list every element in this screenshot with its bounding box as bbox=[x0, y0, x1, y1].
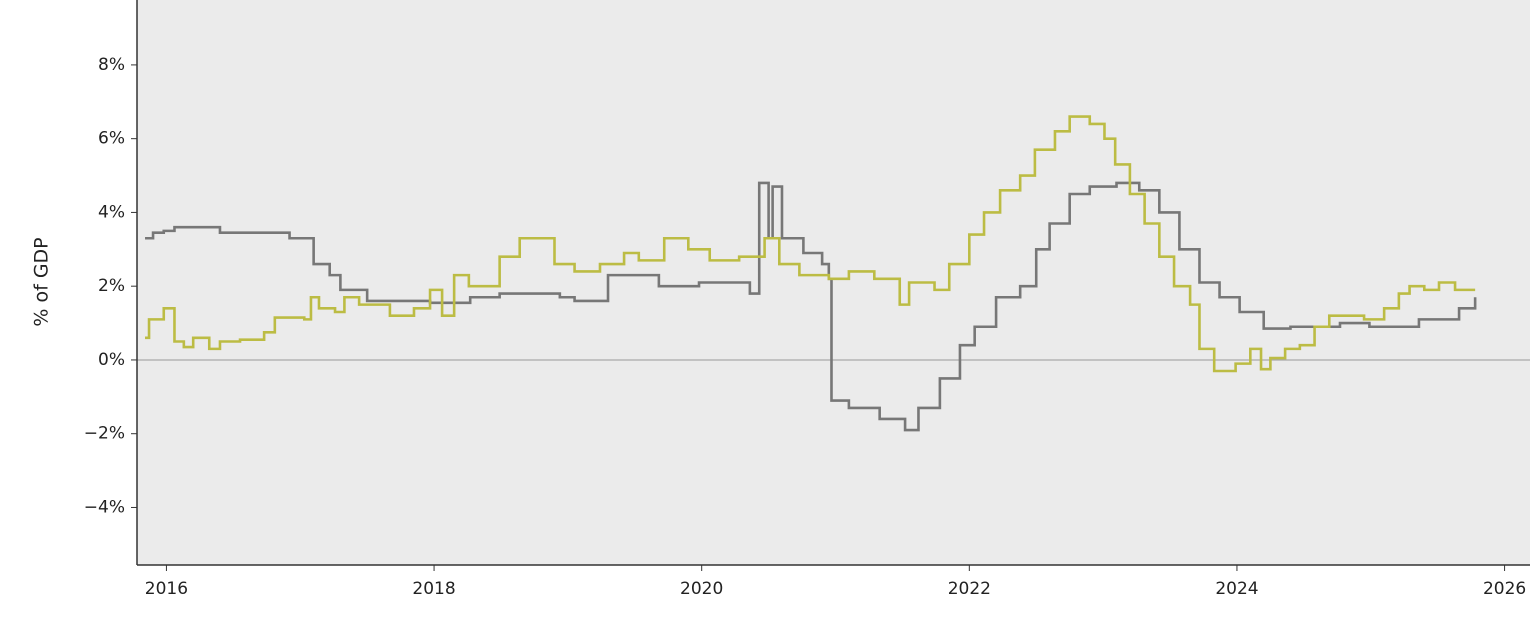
y-tick-label: 4% bbox=[98, 202, 125, 222]
series-line bbox=[145, 181, 1477, 432]
y-tick-label: −4% bbox=[84, 497, 125, 517]
x-tick-label: 2020 bbox=[680, 579, 723, 599]
y-tick-label: 8% bbox=[98, 55, 125, 75]
x-tick-label: 2024 bbox=[1215, 579, 1258, 599]
x-tick-label: 2026 bbox=[1483, 579, 1526, 599]
x-tick-label: 2018 bbox=[412, 579, 455, 599]
x-tick-label: 2016 bbox=[145, 579, 188, 599]
y-tick-label: 6% bbox=[98, 129, 125, 149]
series-line bbox=[145, 115, 1476, 373]
y-tick-label: 0% bbox=[98, 350, 125, 370]
y-tick-label: −2% bbox=[84, 424, 125, 444]
y-tick-label: 2% bbox=[98, 276, 125, 296]
plot-background bbox=[137, 0, 1530, 565]
y-axis-label: % of GDP bbox=[31, 237, 53, 326]
x-tick-label: 2022 bbox=[948, 579, 991, 599]
